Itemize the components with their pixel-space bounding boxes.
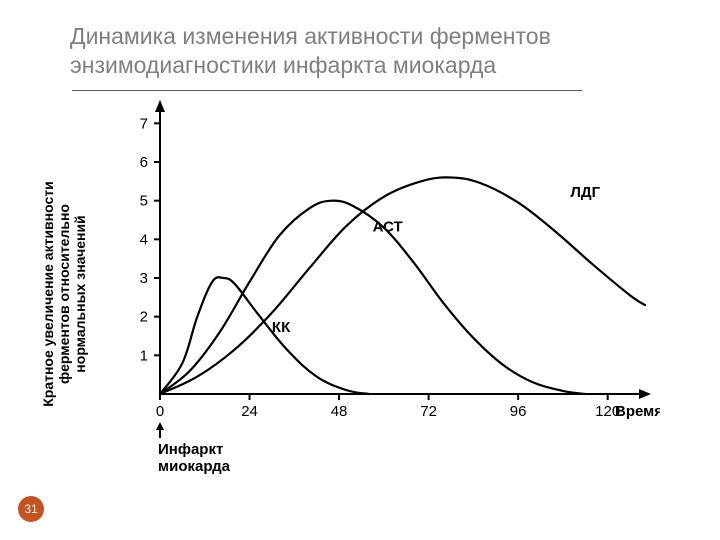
svg-text:96: 96 [510,403,527,420]
svg-text:7: 7 [140,115,148,132]
slide: Динамика изменения активности ферментов … [0,0,720,540]
svg-text:миокарда: миокарда [158,458,231,475]
svg-text:3: 3 [140,270,148,287]
svg-text:24: 24 [241,403,258,420]
series-ЛДГ [160,177,645,394]
chart: Кратное увеличение активностиферментов о… [70,94,660,494]
svg-text:48: 48 [331,403,348,420]
title-underline [72,90,582,91]
series-label-АСТ: АСТ [373,219,403,236]
page-title: Динамика изменения активности ферментов … [70,22,670,80]
page-number-badge: 31 [18,496,44,522]
series-label-ЛДГ: ЛДГ [570,184,600,201]
svg-text:Время, ч: Время, ч [615,403,660,420]
page-number: 31 [24,502,37,516]
svg-text:0: 0 [156,403,164,420]
svg-text:6: 6 [140,154,148,171]
svg-text:5: 5 [140,193,148,210]
svg-text:72: 72 [420,403,437,420]
svg-text:1: 1 [140,347,148,364]
svg-text:2: 2 [140,309,148,326]
svg-text:Инфаркт: Инфаркт [158,441,223,458]
series-КК [160,277,369,394]
chart-svg: 1234567024487296120Время, чИнфарктмиокар… [70,94,660,494]
svg-text:4: 4 [140,231,148,248]
series-label-КК: КК [272,319,291,336]
y-axis-label: Кратное увеличение активностиферментов о… [40,124,88,464]
